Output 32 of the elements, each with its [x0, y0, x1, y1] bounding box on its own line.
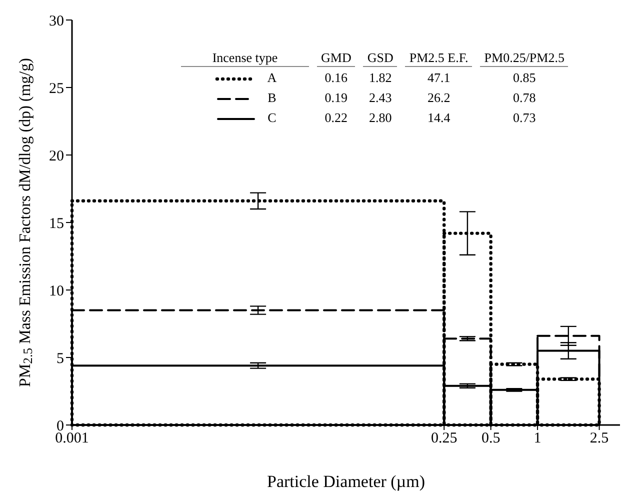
- y-tick-label: 10: [49, 283, 64, 300]
- annotation: 1.82: [368, 69, 393, 87]
- x-tick-label: 0.001: [55, 430, 89, 447]
- annotation: 14.4: [426, 109, 452, 127]
- annotation: 26.2: [426, 89, 452, 107]
- legend-label: A: [266, 69, 278, 87]
- x-axis-title: Particle Diameter (µm): [266, 472, 426, 491]
- x-tick-label: 0.25: [430, 430, 458, 447]
- annotation: GSD: [363, 50, 398, 67]
- annotation: 0.16: [324, 69, 349, 87]
- x-tick-label: 2.5: [590, 430, 609, 447]
- annotation: PM2.5 E.F.: [405, 50, 472, 67]
- x-tick-label: 0.5: [481, 430, 500, 447]
- y-tick-label: 25: [49, 80, 64, 97]
- y-tick-label: 15: [49, 216, 64, 232]
- annotation: 0.85: [512, 69, 537, 87]
- annotation: 47.1: [426, 69, 452, 87]
- legend-title: Incense type: [181, 50, 309, 67]
- annotation: 0.73: [512, 109, 537, 127]
- annotation: 0.78: [512, 89, 537, 107]
- y-tick-label: 5: [56, 350, 64, 367]
- y-tick-label: 20: [49, 148, 64, 164]
- annotation: GMD: [317, 50, 356, 67]
- annotation: PM0.25/PM2.5: [480, 50, 568, 67]
- legend-label: C: [266, 109, 278, 127]
- annotation: 0.19: [324, 89, 349, 107]
- annotation: 2.43: [368, 89, 393, 107]
- x-tick-label: 1: [534, 430, 542, 447]
- annotation: 0.22: [324, 109, 349, 127]
- legend-label: B: [266, 89, 278, 107]
- y-tick-label: 30: [49, 13, 64, 30]
- annotation: 2.80: [368, 109, 393, 127]
